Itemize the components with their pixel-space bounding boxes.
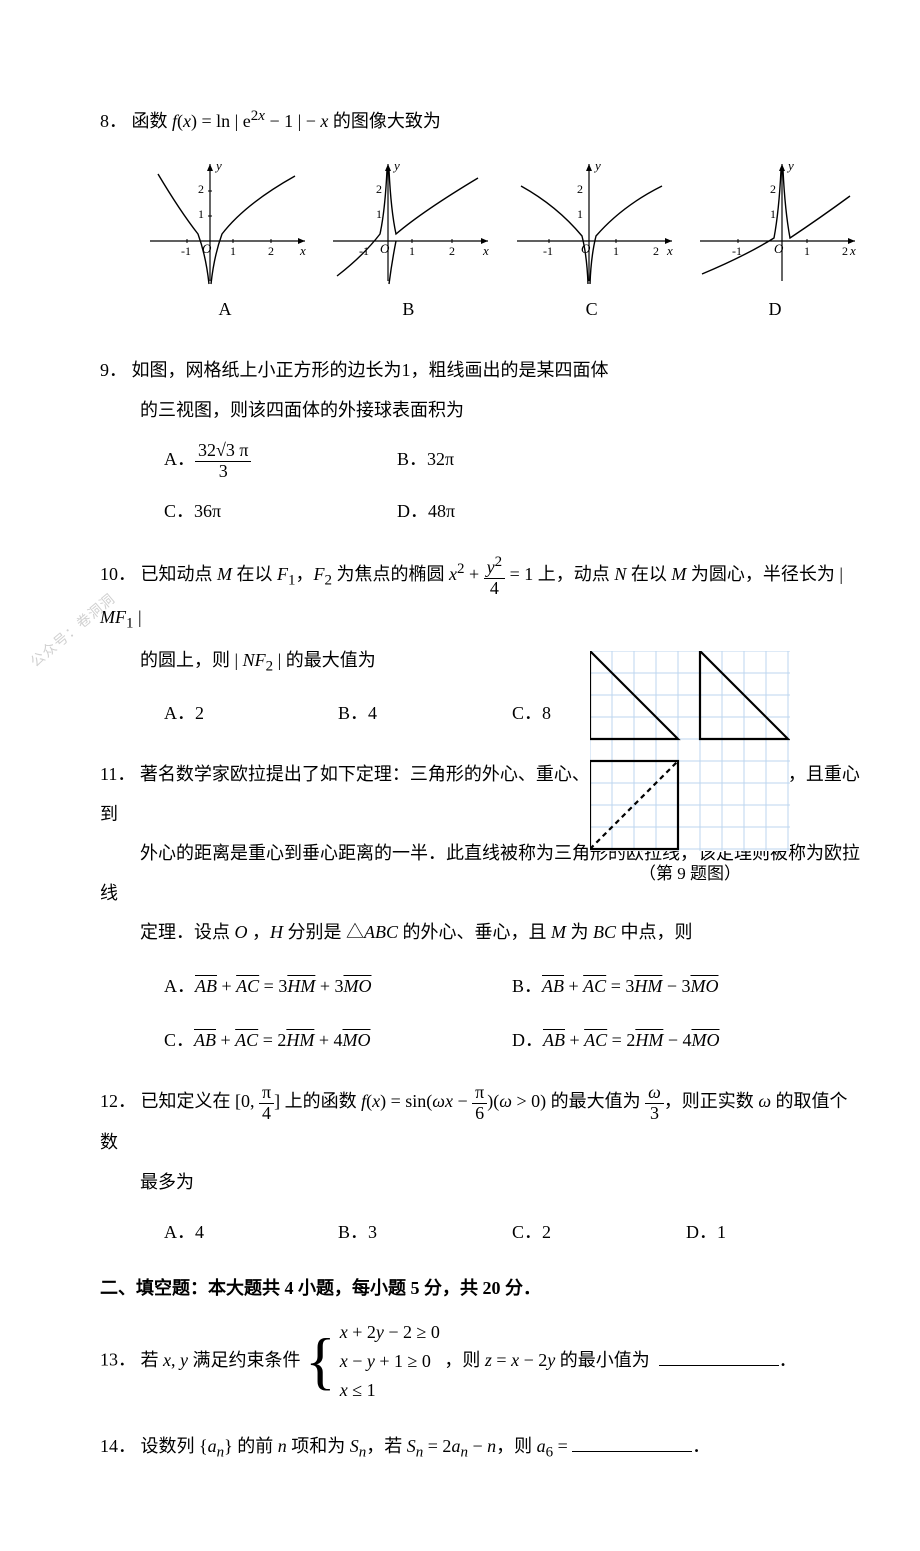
svg-text:1: 1 — [198, 207, 204, 221]
svg-text:2: 2 — [376, 182, 382, 196]
q9-figure: （第 9 题图） — [590, 651, 790, 892]
svg-text:-1: -1 — [543, 244, 553, 258]
svg-text:x: x — [849, 243, 856, 258]
question-14: 14． 设数列 {an} 的前 n 项和为 Sn，若 Sn = 2an − n，… — [100, 1427, 860, 1470]
section-2-head: 二、填空题：本大题共 4 小题，每小题 5 分，共 20 分． — [100, 1274, 860, 1300]
q9-opt-C: C．36π — [164, 492, 397, 532]
q8-graph-B: O x y -1 1 2 1 2 B — [323, 156, 493, 330]
svg-text:2: 2 — [842, 244, 848, 258]
question-12: 12． 已知定义在 [0, π4] 上的函数 f(x) = sin(ωx − π… — [100, 1082, 860, 1252]
svg-text:y: y — [593, 158, 601, 173]
q14-blank — [572, 1433, 692, 1452]
svg-text:y: y — [214, 158, 222, 173]
svg-text:2: 2 — [198, 182, 204, 196]
q13-case-2: x − y + 1 ≥ 0 — [340, 1347, 440, 1376]
svg-text:2: 2 — [449, 244, 455, 258]
svg-text:y: y — [786, 158, 794, 173]
q10-opt-A: A．2 — [164, 694, 338, 734]
q11-opt-C: C．AB + AC = 2HM + 4MO — [164, 1021, 512, 1061]
q12-opt-D: D．1 — [686, 1213, 860, 1253]
q8-graphs: O x y -1 1 2 1 2 A — [140, 156, 860, 330]
q14-stem: 设数列 {an} 的前 n 项和为 Sn，若 Sn = 2an − n，则 a6… — [141, 1436, 711, 1456]
svg-text:O: O — [774, 241, 784, 256]
svg-text:2: 2 — [577, 182, 583, 196]
q10-stem: 已知动点 M 在以 F1，F2 为焦点的椭圆 x2 + y24 = 1 上，动点… — [100, 564, 843, 627]
q12-stem-l2: 最多为 — [140, 1172, 194, 1192]
q9-stem-l1: 如图，网格纸上小正方形的边长为1，粗线画出的是某四面体 — [132, 360, 609, 380]
svg-text:O: O — [380, 241, 390, 256]
svg-text:x: x — [482, 243, 489, 258]
q8-label-B: B — [323, 290, 493, 330]
q12-stem: 已知定义在 [0, π4] 上的函数 f(x) = sin(ωx − π6)(ω… — [100, 1091, 848, 1152]
q13-number: 13． — [100, 1350, 136, 1370]
q12-opt-B: B．3 — [338, 1213, 512, 1253]
q10-stem-l2: 的圆上，则 | NF2 | 的最大值为 — [140, 650, 376, 670]
q10-opt-B: B．4 — [338, 694, 512, 734]
svg-text:1: 1 — [613, 244, 619, 258]
q13-case-1: x + 2y − 2 ≥ 0 — [340, 1318, 440, 1347]
question-8: 8． 函数 f(x) = ln | e2x − 1 | − x 的图像大致为 O… — [100, 100, 860, 329]
svg-text:y: y — [392, 158, 400, 173]
q8-number: 8． — [100, 111, 127, 131]
svg-text:x: x — [666, 243, 673, 258]
q8-graph-A: O x y -1 1 2 1 2 A — [140, 156, 310, 330]
q11-number: 11． — [100, 764, 135, 784]
svg-text:2: 2 — [268, 244, 274, 258]
q9-number: 9． — [100, 360, 127, 380]
question-9: 9． 如图，网格纸上小正方形的边长为1，粗线画出的是某四面体 的三视图，则该四面… — [100, 351, 860, 531]
q11-opt-B: B．AB + AC = 3HM − 3MO — [512, 967, 860, 1007]
q12-number: 12． — [100, 1091, 136, 1111]
q9-opt-B: B．32π — [397, 440, 630, 481]
svg-text:1: 1 — [409, 244, 415, 258]
svg-text:2: 2 — [770, 182, 776, 196]
q9-opt-D: D．48π — [397, 492, 630, 532]
q9-opt-A: A．32√3 π3 — [164, 440, 397, 481]
q12-opt-A: A．4 — [164, 1213, 338, 1253]
svg-text:2: 2 — [653, 244, 659, 258]
q8-label-D: D — [690, 290, 860, 330]
question-13: 13． 若 x, y 满足约束条件 { x + 2y − 2 ≥ 0 x − y… — [100, 1318, 860, 1404]
svg-text:1: 1 — [230, 244, 236, 258]
q11-opt-D: D．AB + AC = 2HM − 4MO — [512, 1021, 860, 1061]
q8-graph-C: O x y -1 1 2 1 2 C — [507, 156, 677, 330]
q13-stem: 若 x, y 满足约束条件 { x + 2y − 2 ≥ 0 x − y + 1… — [141, 1350, 797, 1370]
q11-opt-A: A．AB + AC = 3HM + 3MO — [164, 967, 512, 1007]
q8-label-A: A — [140, 290, 310, 330]
svg-text:-1: -1 — [181, 244, 191, 258]
svg-text:1: 1 — [804, 244, 810, 258]
svg-text:x: x — [299, 243, 306, 258]
q14-number: 14． — [100, 1436, 136, 1456]
q8-label-C: C — [507, 290, 677, 330]
q13-blank — [659, 1347, 779, 1366]
q9-stem-l2: 的三视图，则该四面体的外接球表面积为 — [140, 400, 464, 420]
q9-fig-caption: （第 9 题图） — [590, 855, 790, 892]
q11-stem-l3: 定理．设点 O ，H 分别是 △ABC 的外心、垂心，且 M 为 BC 中点，则 — [140, 922, 693, 942]
q12-opt-C: C．2 — [512, 1213, 686, 1253]
q10-number: 10． — [100, 564, 136, 584]
svg-text:1: 1 — [770, 207, 776, 221]
q8-stem: 函数 f(x) = ln | e2x − 1 | − x 的图像大致为 — [132, 111, 441, 131]
q8-graph-D: O x y -1 1 2 1 2 D — [690, 156, 860, 330]
svg-text:1: 1 — [577, 207, 583, 221]
q13-case-3: x ≤ 1 — [340, 1376, 440, 1405]
svg-text:1: 1 — [376, 207, 382, 221]
